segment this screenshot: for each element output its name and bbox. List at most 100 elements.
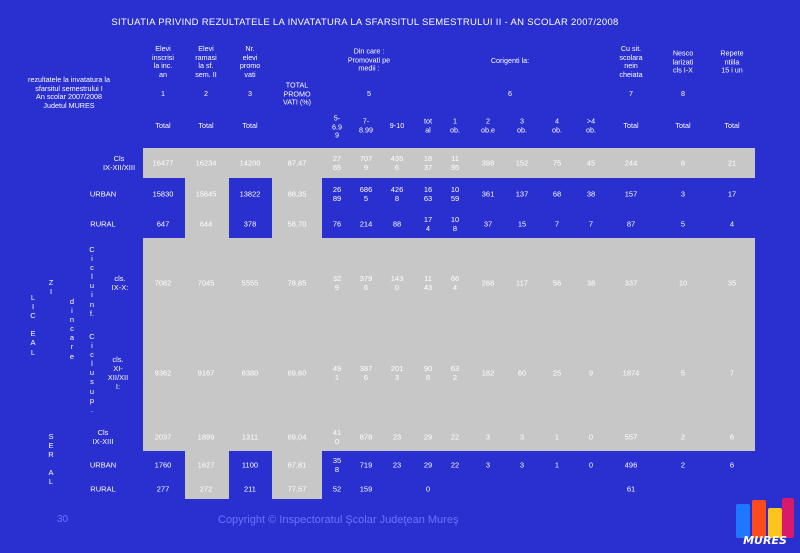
table-cell: 707 9 [359,154,373,172]
table-cell: 69,60 [287,368,307,378]
col-total-9: Total [724,120,740,130]
table-cell: 7 [588,219,594,229]
table-cell: 1627 [197,460,215,470]
table-cell: 13822 [239,189,261,199]
table-cell: 41 0 [332,428,342,446]
table-cell: 87,47 [287,158,307,168]
table-cell: 35 8 [332,456,342,474]
header-corigenti: Corigenti la: [490,55,530,65]
row-label: Cls IX-XII/XIII [102,154,136,172]
gray-band-col2-rows [185,178,229,238]
col-total-8: Total [675,120,691,130]
gray-band-zi [143,238,755,451]
table-cell: 52 [332,484,342,494]
col-cor-gt4: >4 ob. [586,116,596,134]
table-cell: 719 [359,460,373,470]
table-cell: 11 95 [450,154,460,172]
table-cell: 17 4 [423,215,433,233]
table-cell: 8 [680,158,686,168]
table-cell: 67,81 [287,460,307,470]
table-cell: 5 [680,368,686,378]
header-description: rezultatele la invatatura la sfarsitul s… [28,75,110,110]
table-cell: 29 [423,460,433,470]
table-cell: 2037 [154,432,172,442]
col-num-5: 5 [367,88,371,98]
table-cell: 61 [626,484,636,494]
table-cell: 37 [483,219,493,229]
table-cell: 7082 [154,278,172,288]
table-cell: 75 [552,158,562,168]
table-cell: 1760 [154,460,172,470]
header-repeaters: Repete ntiila 15 i un [720,48,744,75]
table-cell: 152 [515,158,529,168]
label-din-care: d i n c a r e [69,297,75,361]
col-num-3: 3 [248,88,252,98]
col-avg-7-899: 7- 8.99 [359,116,373,134]
table-cell: 272 [199,484,213,494]
header-by-average: Din care : Promovati pe medii : [347,46,391,73]
table-cell: 45 [586,158,596,168]
table-cell: 16 63 [423,185,433,203]
table-cell: 182 [481,368,495,378]
gray-band-col2-seral [185,451,229,499]
gray-band-promo-rows [272,178,322,238]
table-cell: 5555 [241,278,259,288]
table-cell: 15645 [195,189,217,199]
table-cell: 2 [680,432,686,442]
table-cell: 1874 [622,368,640,378]
table-cell: 9167 [197,368,215,378]
table-cell: 6380 [241,368,259,378]
table-cell: 1899 [197,432,215,442]
label-ciclu-inferior: C i c l u i n f. [89,245,95,318]
table-cell: 337 [624,278,638,288]
table-cell: 90 8 [423,364,433,382]
row-label: URBAN [89,460,117,470]
table-cell: 0 [588,432,594,442]
col-avg-total: tot al [424,116,432,134]
table-cell: 426 8 [390,185,404,203]
header-promoted-count: Nr. elevi promo vati [239,44,261,79]
table-cell: 15830 [152,189,174,199]
table-cell: 14200 [239,158,261,168]
table-cell: 29 [423,432,433,442]
table-cell: 5 [680,219,686,229]
table-cell: 1 [554,460,560,470]
table-cell: 88 [392,219,402,229]
table-cell: 201 3 [390,364,404,382]
table-cell: 9362 [154,368,172,378]
gray-band-row1 [143,148,755,178]
table-cell: 6 [729,432,735,442]
table-cell: 87 [626,219,636,229]
table-cell: 268 [481,278,495,288]
table-cell: 32 9 [332,274,342,292]
table-cell: 137 [515,189,529,199]
table-cell: 17 [727,189,737,199]
table-cell: 1 [554,432,560,442]
table-cell: 0 [588,460,594,470]
col-cor-3: 3 ob. [517,116,527,134]
header-promoted-pct: TOTAL PROMO VATI (%) [282,80,312,107]
table-cell: 4 [729,219,735,229]
table-cell: 686 5 [359,185,373,203]
table-cell: 7 [554,219,560,229]
table-cell: 69,04 [287,432,307,442]
table-cell: 1100 [241,460,259,470]
col-total-3: Total [242,120,258,130]
col-num-6: 6 [508,88,512,98]
table-cell: 58,70 [287,219,307,229]
table-cell: 277 [156,484,170,494]
table-cell: 361 [481,189,495,199]
table-cell: 3 [519,460,525,470]
table-cell: 56 [552,278,562,288]
table-cell: 68 [552,189,562,199]
table-cell: 7 [729,368,735,378]
table-cell: 22 [450,432,460,442]
col-cor-4: 4 ob. [552,116,562,134]
table-cell: 7045 [197,278,215,288]
label-liceal: L I C E A L [30,293,36,357]
table-cell: 10 59 [450,185,460,203]
header-enrolled: Elevi inscrisi la inc. an [152,44,174,79]
label-zi: Z I [48,278,54,297]
table-cell: 77,57 [287,484,307,494]
